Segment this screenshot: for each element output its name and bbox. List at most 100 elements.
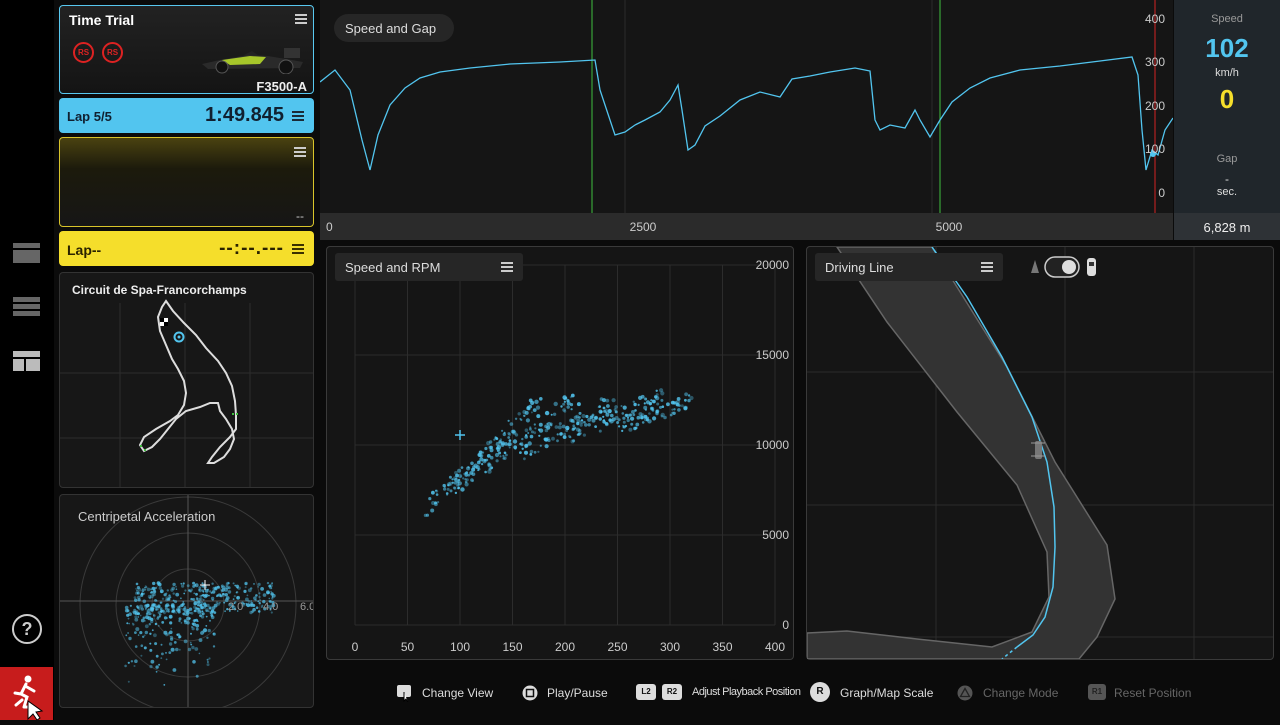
accel-point [245,604,248,606]
rpm-point [675,400,678,403]
accel-point [161,621,165,624]
rpm-point [659,405,662,409]
accel-point [197,607,200,610]
rpm-point [532,408,537,412]
rpm-point [523,457,526,461]
accel-point [246,594,249,597]
y-tick-label: 20000 [756,258,790,272]
current-lap-bar[interactable]: Lap 5/5 1:49.845 [59,98,314,133]
accel-point [191,626,193,628]
accel-point [200,631,204,635]
accel-point [179,605,181,608]
rpm-point [624,424,628,428]
exit-button[interactable] [0,667,53,721]
rpm-point [660,391,665,396]
accel-point [152,592,156,597]
rpm-point [587,423,591,427]
rpm-point [533,431,537,435]
accel-point [135,627,140,632]
x-tick-label: 350 [712,640,732,654]
accel-point [183,639,188,644]
rpm-point [606,404,610,408]
accel-point [134,645,138,648]
speed-gap-graph[interactable]: 0 2500 5000 400 300 200 100 0 Speed and … [319,0,1174,240]
rpm-point [446,487,450,491]
accel-point [158,663,161,666]
rpm-point [457,473,463,479]
accel-point [258,602,261,605]
accel-point [260,587,264,591]
acceleration-panel[interactable]: 2.0 4.0 6.0 Centripetal Acceleration [59,494,314,708]
rpm-point [479,454,483,458]
cone-icon [1031,260,1039,273]
menu-icon[interactable] [501,262,513,272]
menu-icon[interactable] [981,262,993,272]
rpm-point [659,388,664,393]
single-layout-icon[interactable] [12,242,42,264]
hint-play-pause[interactable]: Play/Pause [547,686,608,700]
panel-title-pill: Speed and Gap [334,14,454,42]
accel-point [208,594,210,597]
session-panel[interactable]: Time Trial RS RS F3500-A [59,5,314,94]
accel-point [180,603,184,607]
accel-point [170,647,175,652]
rpm-point [495,459,499,463]
hint-change-view[interactable]: Change View [422,686,494,700]
rpm-point [605,412,610,417]
rpm-point [546,422,549,425]
rpm-point [660,398,664,402]
rpm-point [640,394,645,399]
rpm-point [507,442,512,447]
accel-point [232,582,235,585]
rpm-point [481,463,484,466]
grid-layout-icon[interactable] [12,350,42,372]
rpm-point [582,433,586,437]
rpm-point [648,412,651,415]
view-toggle[interactable] [1023,255,1103,279]
rpm-point [489,448,494,453]
car-image [202,48,303,74]
track-map-panel[interactable]: Circuit de Spa-Francorchamps [59,272,314,488]
rpm-point [628,427,633,432]
menu-icon[interactable] [292,111,304,121]
rpm-point [655,389,658,392]
help-icon[interactable]: ? [12,614,42,644]
accel-point [270,611,273,614]
rpm-point [446,493,449,496]
accel-point [206,658,209,661]
accel-point [223,601,226,604]
menu-icon[interactable] [292,244,304,254]
accel-point [206,636,209,639]
speed-rpm-panel[interactable]: 0 50 100 150 200 250 300 350 400 20000 15000 10000… [326,246,794,660]
accel-point [169,596,172,599]
menu-icon[interactable] [294,147,306,157]
rpm-point [585,414,589,419]
accel-point [180,622,183,624]
rpm-point [558,422,562,426]
accel-point [193,601,198,606]
rpm-point [620,405,623,407]
accel-point [211,590,216,594]
rpm-point [652,416,657,421]
list-layout-icon[interactable] [12,296,42,318]
rpm-point [687,394,691,397]
rpm-point [556,439,559,443]
rpm-point [626,418,630,423]
rpm-point [678,404,681,407]
accel-point [258,595,261,599]
control-hints-bar [320,666,1280,720]
comparison-panel[interactable]: -- [59,137,314,227]
driving-line-panel[interactable]: Driving Line [806,246,1274,660]
rpm-point [460,466,464,469]
accel-point [196,598,198,601]
accel-point [167,610,170,613]
comparison-lap-bar[interactable]: Lap-- --:--.--- [59,231,314,266]
hint-graph-scale[interactable]: Graph/Map Scale [840,686,934,700]
checkered-flag-icon [160,318,168,326]
comparison-delta: -- [296,209,304,223]
hint-playback[interactable]: Adjust Playback Position [692,686,801,698]
menu-icon[interactable] [295,14,307,24]
accel-point [125,634,128,637]
rpm-point [629,413,633,417]
assist-badge: RS [73,42,94,63]
